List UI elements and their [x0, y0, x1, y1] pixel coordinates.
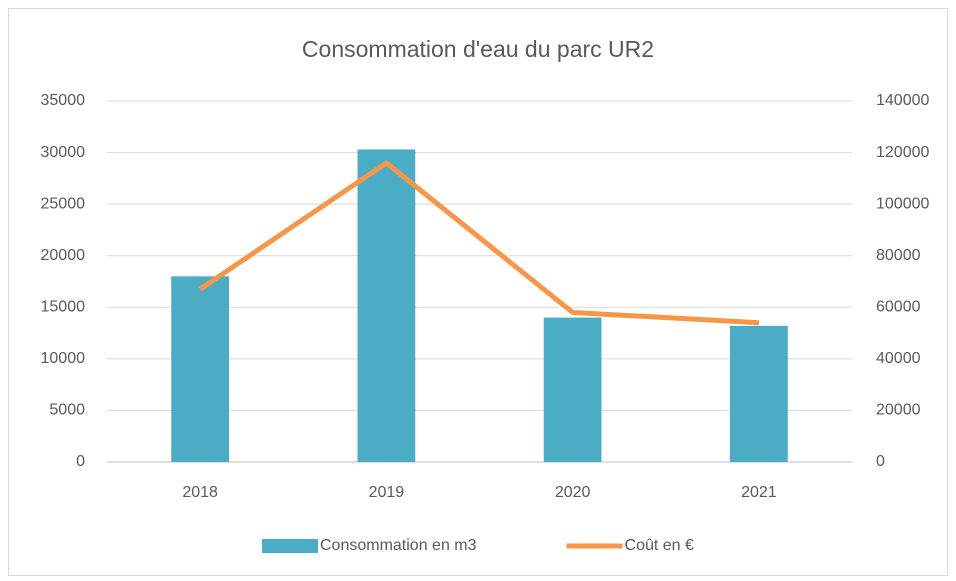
y2-tick-label: 120000	[876, 144, 929, 161]
y-tick-label: 20000	[41, 247, 86, 264]
y2-tick-label: 80000	[876, 247, 921, 264]
y-tick-label: 35000	[41, 92, 86, 109]
chart-border	[8, 8, 948, 576]
y-tick-label: 10000	[41, 350, 86, 367]
x-tick-label: 2021	[741, 484, 777, 501]
legend-label: Consommation en m3	[320, 537, 477, 554]
y2-tick-label: 0	[876, 453, 885, 470]
bar	[357, 149, 416, 462]
x-tick-label: 2020	[555, 484, 591, 501]
y-tick-label: 0	[76, 453, 85, 470]
x-tick-label: 2018	[182, 484, 218, 501]
chart-title: Consommation d'eau du parc UR2	[302, 36, 654, 62]
legend-label: Coût en €	[625, 537, 694, 554]
bar	[171, 276, 229, 462]
bar	[730, 325, 788, 462]
y2-tick-label: 20000	[876, 402, 921, 419]
y-tick-label: 15000	[41, 299, 86, 316]
y2-tick-label: 60000	[876, 299, 921, 316]
y-tick-label: 5000	[49, 402, 85, 419]
bar	[543, 317, 602, 462]
y2-tick-label: 100000	[876, 195, 929, 212]
y-tick-label: 30000	[41, 144, 86, 161]
line	[198, 160, 760, 326]
y2-tick-label: 140000	[876, 92, 929, 109]
legend-swatch	[262, 539, 318, 553]
y2-tick-label: 40000	[876, 350, 921, 367]
y-tick-label: 25000	[41, 195, 86, 212]
x-tick-label: 2019	[369, 484, 405, 501]
